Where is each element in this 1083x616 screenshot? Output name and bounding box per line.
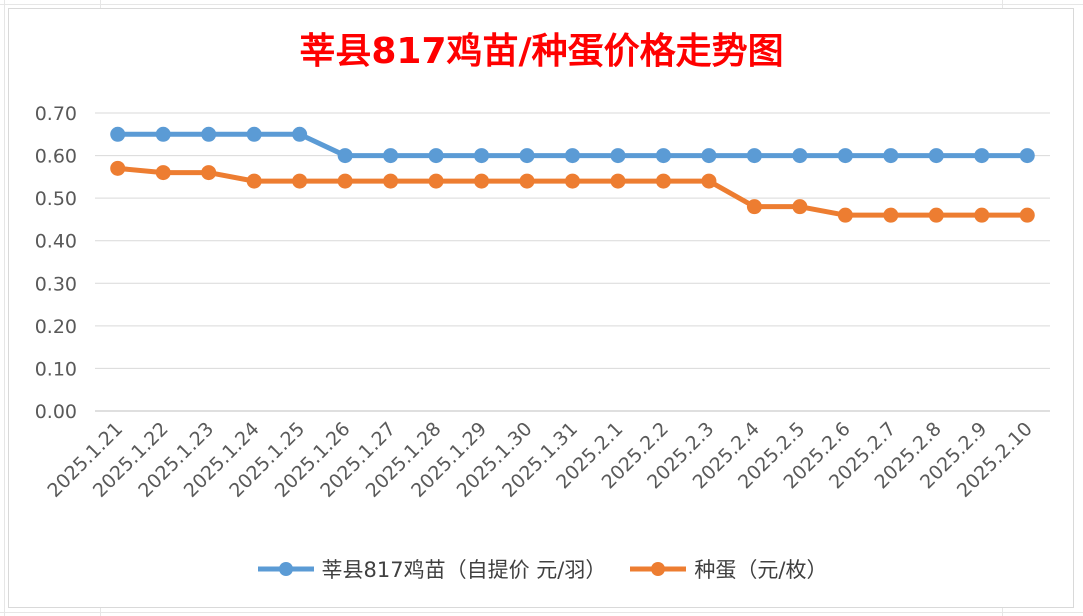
data-point-series-0 xyxy=(1019,148,1035,164)
legend-marker-chick xyxy=(257,562,314,576)
data-point-series-0 xyxy=(701,148,717,164)
data-point-series-1 xyxy=(110,160,126,176)
data-point-series-0 xyxy=(383,148,399,164)
data-point-series-1 xyxy=(155,165,171,181)
y-tick-label: 0.00 xyxy=(35,401,77,423)
data-point-series-0 xyxy=(792,148,808,164)
data-point-series-1 xyxy=(201,165,217,181)
data-point-series-1 xyxy=(474,173,490,189)
data-point-series-1 xyxy=(246,173,262,189)
data-point-series-1 xyxy=(428,173,444,189)
data-point-series-1 xyxy=(610,173,626,189)
data-point-series-0 xyxy=(837,148,853,164)
y-tick-label: 0.30 xyxy=(35,273,77,295)
data-point-series-1 xyxy=(701,173,717,189)
data-point-series-0 xyxy=(746,148,762,164)
y-tick-label: 0.20 xyxy=(35,316,77,338)
data-point-series-1 xyxy=(883,207,899,223)
y-tick-label: 0.60 xyxy=(35,146,77,168)
legend-label-egg: 种蛋（元/枚） xyxy=(694,558,828,582)
data-point-series-0 xyxy=(201,126,217,142)
data-point-series-1 xyxy=(383,173,399,189)
data-point-series-0 xyxy=(292,126,308,142)
data-point-series-1 xyxy=(928,207,944,223)
data-point-series-0 xyxy=(428,148,444,164)
data-point-series-0 xyxy=(565,148,580,164)
data-point-series-0 xyxy=(246,126,262,142)
legend: 莘县817鸡苗（自提价 元/羽） 种蛋（元/枚） xyxy=(0,554,1083,584)
data-point-series-0 xyxy=(655,148,671,164)
data-point-series-0 xyxy=(974,148,990,164)
data-point-series-1 xyxy=(792,199,808,215)
chart-frame xyxy=(8,8,1074,608)
legend-item-egg: 种蛋（元/枚） xyxy=(628,554,827,584)
y-tick-label: 0.70 xyxy=(35,103,77,125)
chart-title: 莘县817鸡苗/种蛋价格走势图 xyxy=(299,31,784,72)
data-point-series-0 xyxy=(883,148,899,164)
legend-label-chick: 莘县817鸡苗（自提价 元/羽） xyxy=(321,558,607,582)
data-point-series-0 xyxy=(519,148,535,164)
data-point-series-1 xyxy=(519,173,535,189)
data-point-series-0 xyxy=(155,126,171,142)
data-point-series-1 xyxy=(337,173,353,189)
data-point-series-0 xyxy=(110,126,126,142)
data-point-series-1 xyxy=(565,173,580,189)
data-point-series-1 xyxy=(746,199,762,215)
y-tick-label: 0.50 xyxy=(35,188,77,210)
legend-marker-egg xyxy=(630,562,687,576)
y-tick-label: 0.40 xyxy=(35,231,77,253)
data-point-series-1 xyxy=(1019,207,1035,223)
data-point-series-0 xyxy=(928,148,944,164)
legend-item-chick: 莘县817鸡苗（自提价 元/羽） xyxy=(256,554,607,584)
data-point-series-1 xyxy=(292,173,308,189)
y-tick-label: 0.10 xyxy=(35,358,77,380)
data-point-series-1 xyxy=(974,207,990,223)
data-point-series-0 xyxy=(474,148,490,164)
data-point-series-0 xyxy=(610,148,626,164)
data-point-series-1 xyxy=(655,173,671,189)
data-point-series-1 xyxy=(837,207,853,223)
data-point-series-0 xyxy=(337,148,353,164)
